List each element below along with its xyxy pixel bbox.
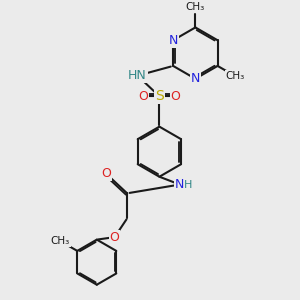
Text: CH₃: CH₃	[51, 236, 70, 246]
Text: O: O	[110, 231, 120, 244]
Text: CH₃: CH₃	[225, 71, 244, 81]
Text: H: H	[184, 180, 193, 190]
Text: O: O	[102, 167, 111, 180]
Text: N: N	[169, 34, 178, 47]
Text: O: O	[171, 90, 181, 103]
Text: N: N	[191, 72, 200, 85]
Text: HN: HN	[128, 69, 147, 82]
Text: CH₃: CH₃	[186, 2, 205, 12]
Text: O: O	[138, 90, 148, 103]
Text: S: S	[155, 89, 164, 103]
Text: N: N	[175, 178, 184, 191]
